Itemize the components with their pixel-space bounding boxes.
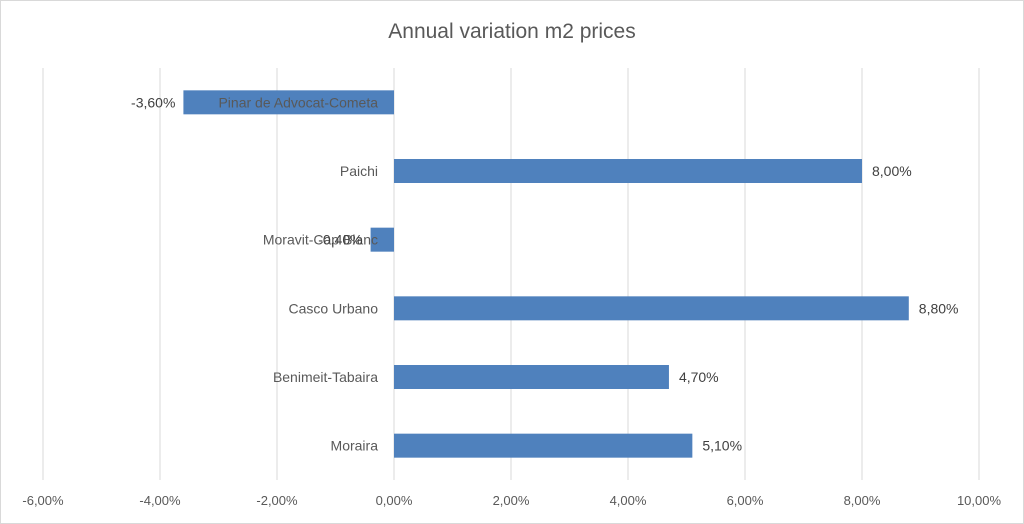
data-label: 5,10%: [702, 438, 742, 454]
gridlines: [42, 68, 980, 480]
category-label: Moravit-Cap Blanc: [263, 232, 378, 248]
bar: [370, 227, 394, 252]
category-label: Paichi: [340, 163, 378, 179]
data-label: -0,40%: [318, 232, 362, 248]
category-label: Pinar de Advocat-Cometa: [218, 94, 378, 110]
data-label: -3,60%: [131, 94, 175, 110]
category-label: Casco Urbano: [289, 300, 379, 316]
bar: [394, 365, 669, 389]
x-tick-label: 2,00%: [493, 493, 530, 508]
bar: [394, 159, 862, 183]
x-tick-label: -4,00%: [139, 493, 181, 508]
data-label: 4,70%: [679, 369, 719, 385]
x-tick-label: 0,00%: [376, 493, 413, 508]
x-axis-tick-labels: -6,00% -4,00% -2,00% 0,00% 2,00% 4,00% 6,00% 8,…: [22, 493, 1001, 508]
bar: [394, 433, 693, 458]
category-label: Moraira: [331, 438, 379, 454]
data-label: 8,80%: [919, 300, 959, 316]
data-labels: -3,60% 8,00% -0,40% 8,80% 4,70% 5,10%: [131, 94, 958, 453]
data-label: 8,00%: [872, 163, 912, 179]
x-tick-label: -2,00%: [256, 493, 298, 508]
x-tick-label: -6,00%: [22, 493, 64, 508]
category-labels: Pinar de Advocat-Cometa Paichi Moravit-Cap…: [218, 94, 378, 453]
bars: [183, 90, 909, 458]
x-tick-label: 8,00%: [844, 493, 881, 508]
x-tick-label: 10,00%: [957, 493, 1002, 508]
chart-title: Annual variation m2 prices: [388, 20, 635, 43]
x-tick-label: 6,00%: [727, 493, 764, 508]
category-label: Benimeit-Tabaira: [273, 369, 378, 385]
x-tick-label: 4,00%: [610, 493, 647, 508]
bar: [183, 90, 394, 115]
bar: [394, 296, 909, 321]
